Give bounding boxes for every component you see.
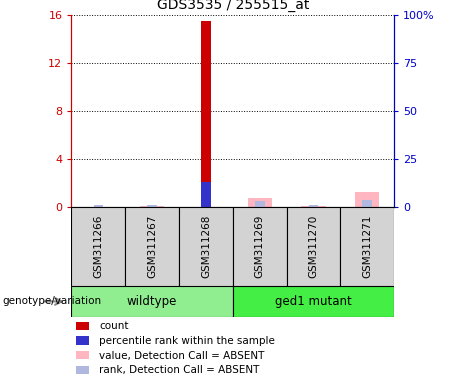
Text: GSM311269: GSM311269 bbox=[254, 215, 265, 278]
Bar bbox=[125, 207, 179, 286]
Text: GSM311271: GSM311271 bbox=[362, 215, 372, 278]
Bar bbox=[233, 286, 394, 317]
Bar bbox=[71, 286, 233, 317]
Bar bbox=[201, 22, 211, 207]
Text: wildtype: wildtype bbox=[127, 295, 177, 308]
Title: GDS3535 / 255515_at: GDS3535 / 255515_at bbox=[157, 0, 309, 12]
Bar bbox=[71, 207, 125, 286]
Bar bbox=[179, 207, 233, 286]
Text: GSM311267: GSM311267 bbox=[147, 215, 157, 278]
Text: count: count bbox=[99, 321, 129, 331]
Text: value, Detection Call = ABSENT: value, Detection Call = ABSENT bbox=[99, 351, 265, 361]
Text: percentile rank within the sample: percentile rank within the sample bbox=[99, 336, 275, 346]
Bar bbox=[255, 200, 265, 207]
Text: rank, Detection Call = ABSENT: rank, Detection Call = ABSENT bbox=[99, 365, 260, 375]
Bar bbox=[248, 198, 272, 207]
Text: GSM311268: GSM311268 bbox=[201, 215, 211, 278]
Bar bbox=[201, 182, 211, 207]
Bar bbox=[355, 192, 379, 207]
Text: GSM311266: GSM311266 bbox=[93, 215, 103, 278]
Bar bbox=[340, 207, 394, 286]
Text: GSM311270: GSM311270 bbox=[308, 215, 319, 278]
Text: genotype/variation: genotype/variation bbox=[2, 296, 101, 306]
Text: ged1 mutant: ged1 mutant bbox=[275, 295, 352, 308]
Bar bbox=[233, 207, 287, 286]
Bar bbox=[287, 207, 340, 286]
Bar bbox=[94, 205, 103, 207]
Bar bbox=[309, 205, 318, 207]
Bar bbox=[362, 200, 372, 207]
Bar bbox=[148, 205, 157, 207]
